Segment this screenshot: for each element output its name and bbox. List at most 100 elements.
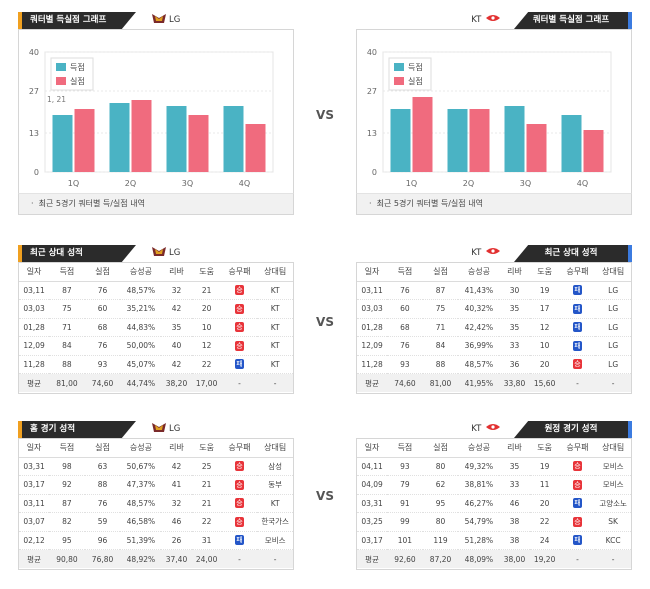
chart-annotation: 1, 21 xyxy=(47,95,66,104)
table-cell: 승 xyxy=(221,318,258,337)
column-header: 리바 xyxy=(499,263,530,282)
table-cell: 03,03 xyxy=(357,299,388,319)
y-tick-label: 40 xyxy=(367,48,377,57)
table-cell: 19 xyxy=(529,457,560,476)
average-cell: 92,60 xyxy=(387,549,423,568)
table-row: 03,03 60 75 40,32% 35 17 패 LG xyxy=(357,299,631,319)
table-cell: 51,28% xyxy=(458,531,500,550)
team-label: LG xyxy=(152,14,180,27)
lg-quarter-chart-panel: 쿼터별 득실점 그래프 LG 0 13 27 40 1Q 2Q 3Q 4Q 득점 실점 1, 21 … xyxy=(18,12,294,222)
table-cell: 12,09 xyxy=(19,336,50,356)
result-badge: 패 xyxy=(234,535,244,546)
x-tick-label: 2Q xyxy=(463,179,474,188)
table-cell: 35,21% xyxy=(120,299,162,319)
table-cell: KT xyxy=(257,494,293,513)
team-label: KT xyxy=(471,247,500,260)
table-cell: 50,00% xyxy=(120,336,162,356)
lg-recent-record-panel: 최근 상대 성적 LG 일자 득점 실점 승성공 리바 도움 승무패 상대팀 03,11 87 76… xyxy=(18,245,294,395)
chart-note: · 최근 5경기 쿼터별 득/실점 내역 xyxy=(356,193,632,215)
average-cell: 74,60 xyxy=(387,373,423,392)
table-header-row: 일자 득점 실점 승성공 리바 도움 승무패 상대팀 xyxy=(19,263,293,282)
table-cell: 삼성 xyxy=(257,457,293,476)
legend-swatch xyxy=(394,77,404,85)
table-row: 03,07 82 59 46,58% 46 22 승 한국가스 xyxy=(19,512,293,532)
bar-scored xyxy=(223,106,244,172)
table-cell: SK xyxy=(595,512,631,532)
table-row: 03,03 75 60 35,21% 42 20 승 KT xyxy=(19,299,293,319)
table-cell: 32 xyxy=(161,281,192,300)
x-tick-label: 2Q xyxy=(125,179,136,188)
average-cell: - xyxy=(221,549,258,568)
bar-scored xyxy=(447,109,468,172)
legend-swatch xyxy=(56,63,66,71)
table-cell: 35 xyxy=(161,318,192,337)
table-average-row: 평균 74,60 81,00 41,95% 33,80 15,60- - xyxy=(357,373,631,392)
team-label: KT xyxy=(471,14,500,27)
column-header: 도움 xyxy=(529,439,560,458)
panel-header: 쿼터별 득실점 그래프 LG xyxy=(18,12,294,29)
table-cell: 02,12 xyxy=(19,531,50,550)
table-cell: 03,25 xyxy=(357,512,388,532)
result-badge: 패 xyxy=(572,498,582,509)
bar-scored xyxy=(504,106,525,172)
table-cell: 11,28 xyxy=(19,355,50,374)
result-badge: 승 xyxy=(234,498,244,509)
table-cell: 88 xyxy=(422,355,459,374)
y-tick-label: 27 xyxy=(367,87,377,96)
y-tick-label: 27 xyxy=(29,87,39,96)
kt-recent-record-panel: KT 최근 상대 성적 일자 득점 실점 승성공 리바 도움 승무패 상대팀 03,11 76 87… xyxy=(356,245,632,395)
table-cell: 21 xyxy=(191,475,222,495)
table-header-row: 일자 득점 실점 승성공 리바 도움 승무패 상대팀 xyxy=(357,439,631,458)
table-cell: 승 xyxy=(559,512,596,532)
table-row: 03,31 91 95 46,27% 46 20 패 고양소노 xyxy=(357,494,631,513)
result-badge: 패 xyxy=(234,359,244,370)
table-row: 01,28 68 71 42,42% 35 12 패 LG xyxy=(357,318,631,337)
table-cell: LG xyxy=(595,318,631,337)
column-header: 실점 xyxy=(422,263,459,282)
table-cell: 48,57% xyxy=(458,355,500,374)
table-cell: 승 xyxy=(221,457,258,476)
table-average-row: 평균 90,80 76,80 48,92% 37,40 24,00- - xyxy=(19,549,293,568)
column-header: 리바 xyxy=(161,263,192,282)
result-badge: 승 xyxy=(234,516,244,527)
average-cell: 19,20 xyxy=(529,549,560,568)
result-badge: 승 xyxy=(234,303,244,314)
record-table-box: 일자 득점 실점 승성공 리바 도움 승무패 상대팀 03,31 98 63 50,67% 42 25 승 삼… xyxy=(18,438,294,570)
legend-label: 실점 xyxy=(70,76,85,86)
average-cell: 38,00 xyxy=(499,549,530,568)
table-cell: 32 xyxy=(161,494,192,513)
table-cell: 20 xyxy=(529,355,560,374)
panel-title: 쿼터별 득실점 그래프 xyxy=(18,12,136,29)
average-cell: 38,20 xyxy=(161,373,192,392)
table-cell: 30 xyxy=(499,281,530,300)
result-badge: 패 xyxy=(572,535,582,546)
table-cell: 12,09 xyxy=(357,336,388,356)
table-cell: 75 xyxy=(422,299,459,319)
column-header: 승무패 xyxy=(221,439,258,458)
table-cell: 46 xyxy=(499,494,530,513)
vs-label: VS xyxy=(316,315,334,329)
table-row: 03,11 76 87 41,43% 30 19 패 LG xyxy=(357,281,631,300)
table-cell: 20 xyxy=(529,494,560,513)
vs-label: VS xyxy=(316,108,334,122)
table-cell: 35 xyxy=(499,299,530,319)
table-cell: 60 xyxy=(84,299,121,319)
table-cell: 62 xyxy=(422,475,459,495)
bar-conceded xyxy=(583,130,604,172)
table-cell: 승 xyxy=(221,336,258,356)
table-cell: KT xyxy=(257,318,293,337)
table-cell: 04,09 xyxy=(357,475,388,495)
team-label: KT xyxy=(471,423,500,436)
panel-header: KT 최근 상대 성적 xyxy=(356,245,632,262)
table-cell: 모비스 xyxy=(257,531,293,550)
average-cell: 평균 xyxy=(357,549,388,568)
y-tick-label: 0 xyxy=(34,168,39,177)
table-cell: 22 xyxy=(191,355,222,374)
table-cell: 46,27% xyxy=(458,494,500,513)
table-row: 03,11 87 76 48,57% 32 21 승 KT xyxy=(19,281,293,300)
bar-conceded xyxy=(131,100,152,172)
average-cell: 17,00 xyxy=(191,373,222,392)
average-cell: - xyxy=(595,373,631,392)
table-cell: 33 xyxy=(499,475,530,495)
table-cell: 패 xyxy=(221,531,258,550)
